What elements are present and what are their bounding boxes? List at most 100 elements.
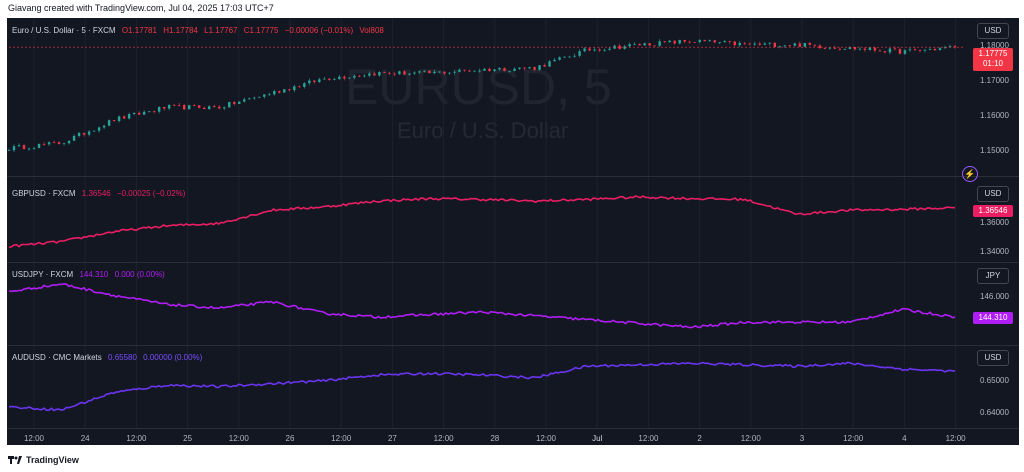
candle-body [863,48,867,50]
currency-button-eurusd[interactable]: USD [977,23,1009,39]
candle-body [293,86,296,91]
candle-body [483,68,486,71]
legend-open: O1.17781 [121,26,157,35]
candle-body [948,46,952,48]
price-tick: 0.64000 [980,408,1009,417]
candle-body [433,71,436,74]
candle-body [233,102,236,104]
candle-body [573,55,576,57]
price-tick: 146.000 [980,292,1009,301]
candle-body [117,116,121,122]
legend-audusd[interactable]: AUDUSD · CMC Markets 0.65580 0.00000 (0.… [12,353,206,362]
currency-button-usdjpy[interactable]: JPY [977,268,1009,284]
lightning-icon[interactable]: ⚡ [962,166,978,182]
candle-body [288,89,291,91]
candle-body [873,47,877,51]
candle-body [933,49,937,51]
candle-body [303,83,306,87]
legend-eurusd[interactable]: Euro / U.S. Dollar · 5 · FXCM O1.17781 H… [12,26,388,35]
candle-body [47,142,51,145]
candle-body [508,70,511,72]
candle-body [938,48,942,51]
candle-body [648,43,651,46]
candle-body [17,145,21,147]
pane-divider[interactable] [7,262,1019,263]
candle-body [468,70,471,72]
candle-body [618,45,621,49]
time-tick: 12:00 [433,434,454,443]
pane-divider[interactable] [7,345,1019,346]
candle-body [908,49,912,51]
legend-value: 0.65580 [108,353,137,362]
candle-body [157,106,161,112]
time-tick: 12:00 [638,434,659,443]
time-axis-divider [7,428,1019,429]
candle-body [313,80,316,83]
candle-body [513,68,516,71]
legend-change: 0.000 (0.00%) [114,270,165,279]
candle-body [198,105,201,108]
candle-body [923,49,927,51]
legend-title: GBPUSD · FXCM [12,189,76,198]
legend-usdjpy[interactable]: USDJPY · FXCM 144.310 0.000 (0.00%) [12,270,169,279]
candle-body [548,61,551,67]
candle-body [323,78,326,80]
price-tick: 0.65000 [980,376,1009,385]
candle-body [62,143,66,145]
candle-body [583,48,586,52]
candle-body [393,73,396,75]
candle-body [383,72,386,73]
candle-body [943,47,947,49]
candle-body [132,112,136,115]
candle-body [403,71,406,75]
candle-body [167,104,171,109]
legend-value: 1.36546 [81,189,111,198]
candle-body [378,72,381,76]
candle-body [52,142,56,144]
candle-body [258,96,261,98]
time-tick: 2 [697,434,702,443]
candle-body [763,43,766,45]
candle-body [493,69,496,72]
candle-body [172,104,176,106]
candle-body [878,50,882,52]
candle-body [633,43,636,45]
candle-body [743,42,746,44]
candle-body [463,69,466,71]
currency-button-gbpusd[interactable]: USD [977,186,1009,202]
watermark-name: Euro / U.S. Dollar [397,118,569,143]
candle-body [328,78,331,80]
candle-body [478,70,481,72]
candle-body [843,48,847,50]
candle-body [553,59,556,62]
pane-divider[interactable] [7,176,1019,177]
time-tick: 12:00 [843,434,864,443]
currency-button-audusd[interactable]: USD [977,350,1009,366]
candle-body [208,106,211,110]
candle-body [768,42,772,44]
candle-body [218,106,221,109]
candle-body [913,49,917,51]
candle-body [778,46,782,48]
plot-area[interactable] [7,18,967,445]
candle-body [82,132,86,135]
candle-body [773,42,777,47]
candle-body [418,71,421,73]
candle-body [623,46,626,49]
candle-body [368,73,371,76]
candle-body [593,49,596,51]
candle-body [283,89,286,93]
candle-body [783,45,787,47]
candle-body [77,132,81,137]
time-tick: 4 [902,434,907,443]
legend-gbpusd[interactable]: GBPUSD · FXCM 1.36546 −0.00025 (−0.02%) [12,189,189,198]
candle-body [808,42,812,45]
candle-body [568,56,571,58]
candle-body [127,114,131,119]
time-tick: 12:00 [228,434,249,443]
candle-body [203,107,206,110]
candle-body [883,51,887,53]
chart-canvas[interactable]: EURUSD, 5 Euro / U.S. Dollar Euro / U.S.… [7,18,1019,445]
legend-low: L1.17767 [204,26,238,35]
candle-body [187,105,191,110]
